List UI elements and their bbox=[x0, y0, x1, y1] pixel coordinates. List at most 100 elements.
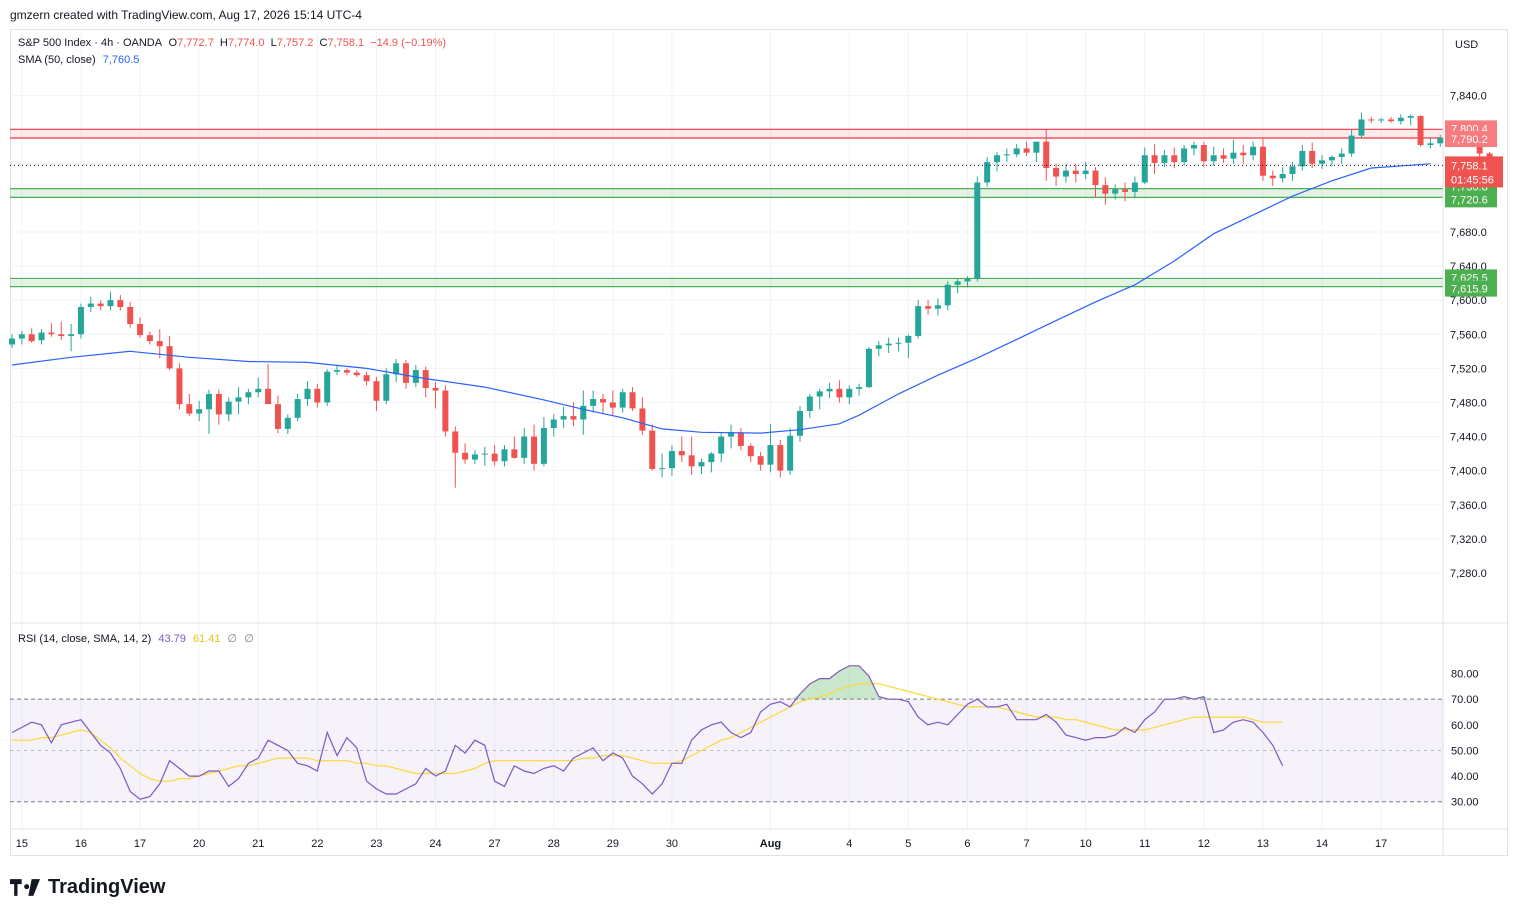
candle bbox=[343, 368, 350, 376]
price-tick-label: 7,480.0 bbox=[1450, 397, 1487, 409]
price-tick-label: 7,280.0 bbox=[1450, 568, 1487, 580]
rsi-legend-value: 43.79 bbox=[158, 633, 186, 645]
candle bbox=[659, 453, 666, 478]
candle-body bbox=[1112, 189, 1119, 194]
candle-body bbox=[600, 399, 606, 403]
candle-body bbox=[97, 303, 104, 307]
rsi-tick-label: 80.00 bbox=[1451, 669, 1479, 681]
candle-body bbox=[1299, 150, 1306, 167]
price-tick-label: 7,600.0 bbox=[1450, 295, 1487, 307]
candle bbox=[895, 337, 902, 352]
candle-body bbox=[580, 405, 587, 420]
candle-body bbox=[787, 435, 794, 471]
rsi-axis[interactable]: 80.00 70.00 60.00 50.00 40.00 30.00 bbox=[1451, 669, 1479, 809]
candle-body bbox=[570, 416, 577, 420]
candle bbox=[442, 385, 449, 437]
candle-body bbox=[1131, 182, 1138, 192]
support-label-text: 7,720.6 bbox=[1451, 194, 1488, 206]
candle-body bbox=[865, 348, 872, 388]
candle-body bbox=[1043, 141, 1050, 169]
candle bbox=[127, 301, 134, 328]
candle-body bbox=[1023, 148, 1030, 153]
support-label-bg bbox=[1445, 280, 1497, 297]
candle-body bbox=[353, 372, 360, 376]
candle bbox=[1289, 162, 1296, 181]
candle bbox=[363, 371, 370, 386]
candle-body bbox=[383, 374, 390, 401]
candle-body bbox=[334, 370, 341, 372]
candle bbox=[590, 390, 597, 413]
support-label-bg bbox=[1445, 191, 1497, 208]
candle bbox=[954, 278, 961, 294]
support-label: 7,720.6 bbox=[1445, 191, 1497, 208]
candle-body bbox=[1062, 170, 1069, 177]
time-tick-label: 12 bbox=[1198, 838, 1210, 850]
candle bbox=[934, 298, 941, 316]
candle bbox=[994, 151, 1000, 172]
candle bbox=[1319, 155, 1326, 169]
candle-body bbox=[728, 432, 735, 437]
candle bbox=[137, 317, 144, 338]
candle bbox=[816, 388, 823, 410]
candle bbox=[1220, 148, 1227, 163]
rsi-ma-line bbox=[12, 683, 1283, 782]
candle-body bbox=[708, 453, 715, 463]
currency-label[interactable]: USD bbox=[1455, 39, 1478, 51]
candle-body bbox=[373, 381, 380, 401]
candle-body bbox=[314, 388, 321, 403]
candle bbox=[1240, 145, 1247, 164]
candle bbox=[1427, 138, 1434, 149]
candle bbox=[1102, 177, 1109, 205]
candle bbox=[1230, 139, 1237, 164]
candle-body bbox=[117, 300, 124, 307]
candle-body bbox=[905, 335, 912, 343]
candle bbox=[1338, 148, 1345, 164]
candle bbox=[245, 388, 252, 405]
candle bbox=[540, 416, 547, 467]
candle bbox=[18, 330, 25, 345]
candle-body bbox=[984, 162, 991, 183]
candle bbox=[166, 335, 173, 371]
candle bbox=[531, 424, 538, 471]
candle bbox=[1033, 141, 1040, 163]
candle-body bbox=[363, 375, 370, 382]
candle bbox=[403, 359, 409, 389]
last-price-label-text: 7,758.1 bbox=[1451, 160, 1488, 172]
time-tick-label: 21 bbox=[252, 838, 264, 850]
candle-body bbox=[166, 346, 173, 369]
candle bbox=[1131, 176, 1138, 198]
candle-body bbox=[1161, 155, 1168, 163]
candle-body bbox=[1348, 135, 1355, 154]
candle-body bbox=[1407, 116, 1414, 118]
candle-body bbox=[1437, 138, 1444, 144]
time-axis[interactable]: 15 16 17 20 21 22 23 24 27 28 29 30 Aug 4 5 6 7 10 11 12 13 1… bbox=[16, 838, 1388, 850]
candle-body bbox=[186, 404, 193, 414]
candle bbox=[58, 321, 65, 341]
support-zone bbox=[10, 188, 1443, 198]
candle-body bbox=[797, 410, 803, 436]
price-tick-label: 7,440.0 bbox=[1450, 432, 1487, 444]
grid bbox=[10, 29, 1443, 829]
candle bbox=[432, 382, 439, 409]
tradingview-logo[interactable]: TradingView bbox=[10, 876, 165, 899]
candle bbox=[156, 329, 163, 359]
candle bbox=[984, 156, 991, 187]
candle bbox=[501, 445, 508, 467]
candle bbox=[1407, 114, 1414, 126]
candle bbox=[1023, 141, 1030, 157]
time-tick-label: 22 bbox=[311, 838, 323, 850]
candle-body bbox=[225, 401, 232, 415]
candle-body bbox=[48, 332, 55, 335]
candle bbox=[836, 380, 843, 403]
candle-body bbox=[1338, 153, 1345, 157]
candle-body bbox=[245, 392, 252, 398]
candle bbox=[511, 436, 518, 459]
candle bbox=[925, 300, 932, 315]
candle-body bbox=[1141, 155, 1148, 183]
candle bbox=[87, 296, 94, 313]
candle-body bbox=[964, 278, 971, 282]
candle-body bbox=[1328, 156, 1335, 161]
rsi-tick-label: 30.00 bbox=[1451, 797, 1479, 809]
candle-body bbox=[127, 306, 134, 325]
